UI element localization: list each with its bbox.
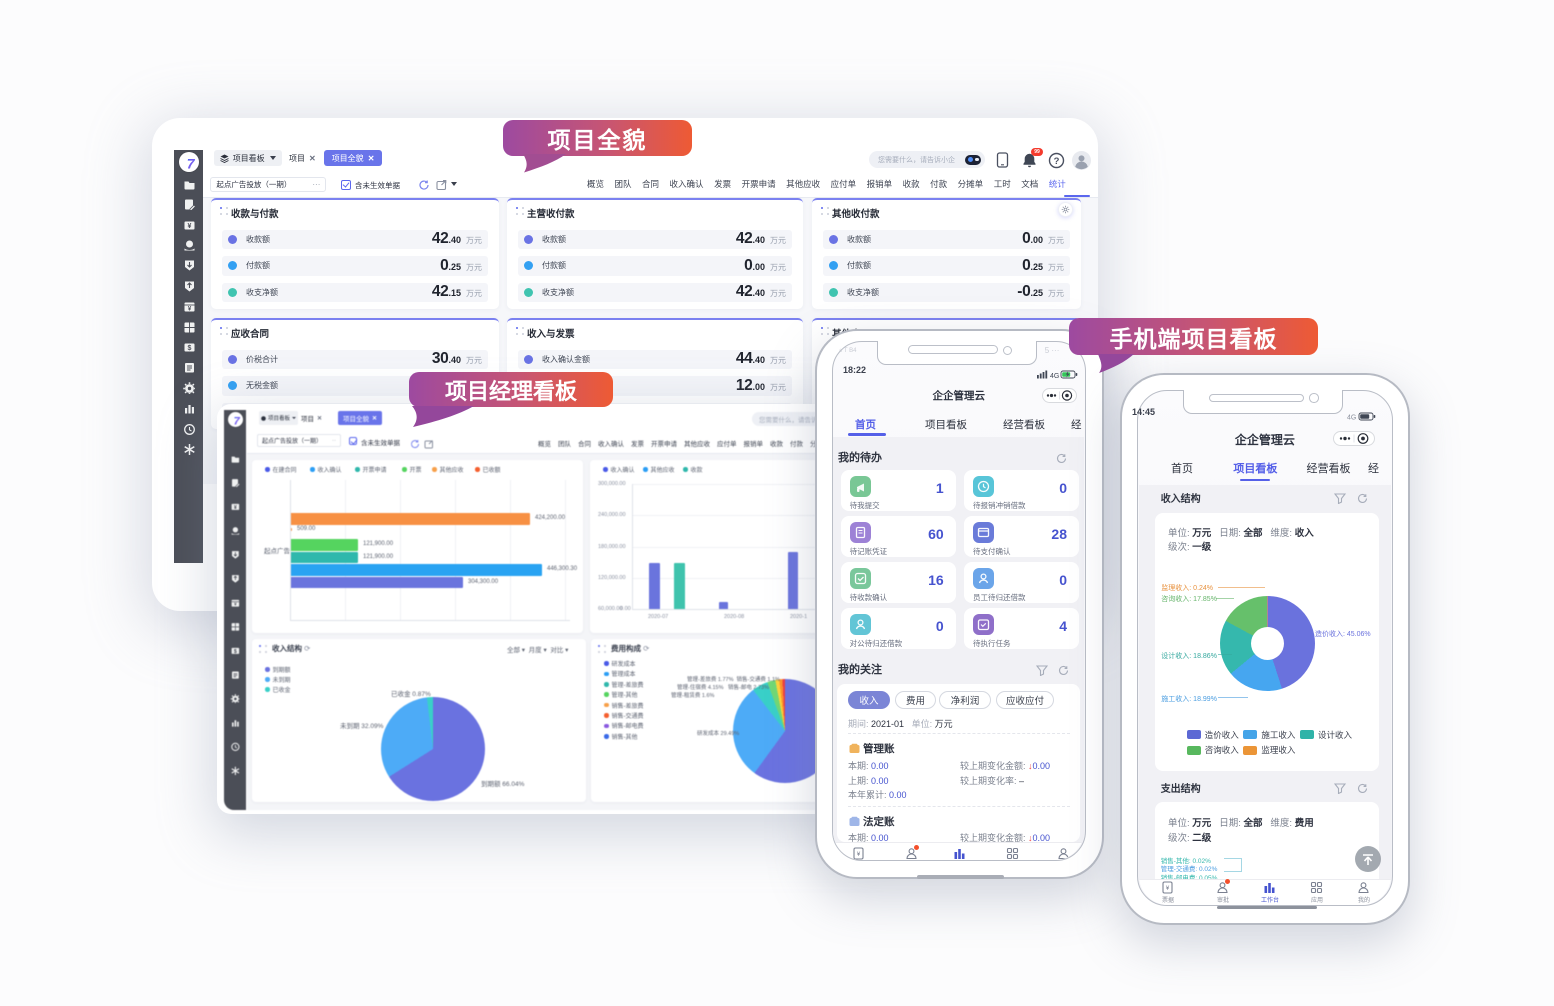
svg-text:$: $: [187, 345, 191, 352]
svg-text:¥: ¥: [187, 306, 191, 312]
svg-text:$: $: [234, 649, 237, 655]
svg-text:¥: ¥: [234, 505, 237, 511]
svg-text:4G: 4G: [1050, 373, 1059, 379]
svg-text:¥: ¥: [857, 852, 861, 858]
svg-text:¥: ¥: [1166, 886, 1170, 892]
svg-text:¥: ¥: [187, 223, 191, 230]
svg-text:7: 7: [187, 156, 196, 172]
svg-text:4G: 4G: [1347, 415, 1356, 422]
svg-text:?: ?: [1054, 156, 1060, 167]
svg-text:7: 7: [234, 415, 241, 427]
svg-text:¥: ¥: [234, 602, 237, 607]
